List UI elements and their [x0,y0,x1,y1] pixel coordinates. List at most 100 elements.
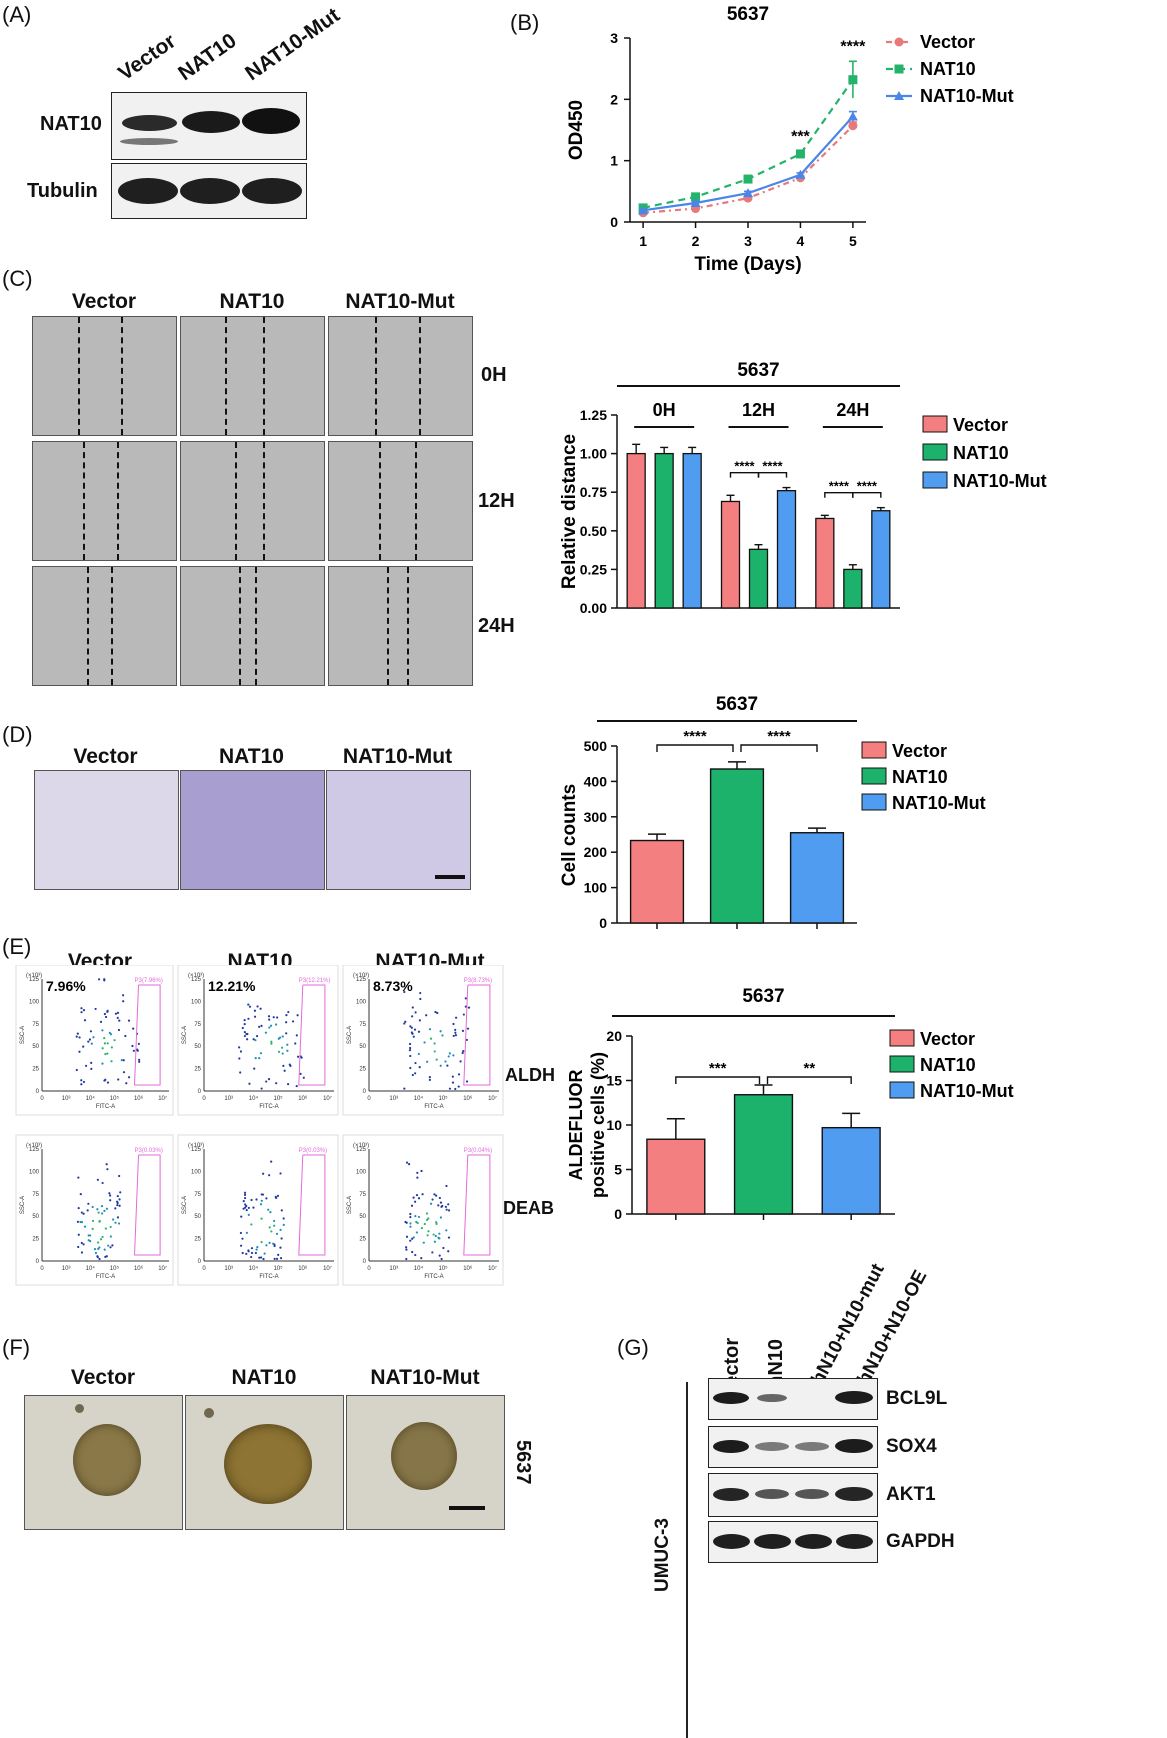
data-point [795,149,805,159]
cell-line-label: UMUC-3 [652,1518,673,1592]
bar [626,452,646,609]
x-tick-label: 3 [744,233,752,249]
y-exponent: (×10³) [353,973,369,979]
blot-tubulin [111,163,307,219]
column-header: NAT10-Mut [345,290,455,313]
legend-label: Vector [920,32,975,52]
column-header: NAT10-Mut [342,745,453,768]
bar-chart-cell-counts: 5637 0 100 200 300 400 500 **** **** Vector NAT10 N… [559,694,986,931]
y-tick-label: 0 [614,1206,622,1222]
y-tick-label: 1.00 [580,446,607,462]
blot-bcl9l [708,1378,878,1420]
x-tick-label: 0 [40,1096,44,1102]
sig-bracket [675,1076,761,1084]
y-axis-label: positive cells (%) [588,1052,608,1198]
panel-label-b: (B) [510,10,540,35]
data-point [848,75,858,85]
gate-label: P3(0.04%) [464,1148,492,1154]
group-label: 24H [836,400,869,420]
y-tick-label: 0 [36,1089,40,1095]
micrograph [328,441,473,561]
y-exponent: (×10³) [188,1143,204,1149]
flow-cytometry-grid: 0 10³ 10⁴ 10⁵ 10⁶ 10⁷0255075100125(×10³)FITC-… [15,965,504,1286]
y-exponent: (×10³) [26,1143,42,1149]
y-axis-label: SSC-A [182,1026,188,1044]
y-tick-label: 0 [198,1089,202,1095]
scatter-cloud [75,978,141,1086]
blot-row-label: Tubulin [27,180,98,202]
legend-swatch [922,443,948,461]
scatter-cloud [404,1161,451,1261]
x-tick-label: 10⁶ [298,1095,308,1102]
legend-swatch [861,767,887,785]
data-point [743,188,753,198]
scatter-cloud [76,1163,122,1261]
column-header: NAT10 [231,1366,297,1389]
micrograph [180,316,325,436]
x-tick-label: 10⁵ [439,1095,449,1102]
y-tick-label: 500 [584,738,608,754]
y-tick-label: 100 [191,999,202,1005]
gate-label: P3(7.96%) [135,978,163,984]
x-tick-label: 10⁶ [463,1095,473,1102]
y-tick-label: 25 [32,1067,39,1073]
bar [733,1094,794,1215]
panel-label-a: (A) [2,2,32,27]
y-tick-label: 125 [29,1147,40,1153]
y-tick-label: 50 [32,1214,39,1220]
panel-label-g: (G) [617,1335,649,1360]
x-tick-label: 10³ [389,1096,398,1102]
y-tick-label: 75 [359,1022,366,1028]
sig-bracket [766,1076,852,1084]
legend-label: NAT10-Mut [892,793,986,813]
y-tick-label: 50 [194,1214,201,1220]
y-axis-label: OD450 [566,100,587,160]
y-tick-label: 125 [191,1147,202,1153]
legend-swatch [861,741,887,759]
y-tick-label: 200 [584,844,608,860]
scale-bar [435,875,465,879]
x-tick-label: 10³ [62,1096,71,1102]
gate-outline [298,984,326,1086]
cell-line-label: 5637 [512,1440,534,1485]
significance-label: **** [857,479,878,494]
gate-outline [133,984,161,1086]
percent-label: 12.21% [208,978,256,994]
gate-outline [298,1154,326,1256]
y-tick-label: 0 [363,1089,367,1095]
lane-label: NAT10 [174,29,241,86]
column-header: NAT10-Mut [370,1366,480,1389]
plot-frame [342,965,504,1116]
y-tick-label: 100 [584,880,608,896]
y-tick-label: 0.25 [580,561,607,577]
legend-swatch [922,415,948,433]
significance-label: **** [767,728,791,745]
y-exponent: (×10³) [188,973,204,979]
y-axis-label: Cell counts [559,784,580,886]
blot-akt1 [708,1473,878,1517]
x-tick-label: 10⁵ [110,1265,120,1272]
bar [646,1138,706,1215]
group-label: 0H [653,400,676,420]
y-tick-label: 100 [29,999,40,1005]
percent-label: 8.73% [373,978,413,994]
blot-gapdh [708,1521,878,1563]
row-label: 0H [481,364,507,386]
blot-row-label: NAT10 [40,113,102,135]
y-tick-label: 75 [32,1022,39,1028]
panel-label-e: (E) [2,934,32,959]
gate-outline [463,984,491,1086]
y-tick-label: 50 [359,1044,366,1050]
x-tick-label: 10³ [62,1266,71,1272]
panel-label-d: (D) [2,722,33,747]
y-tick-label: 25 [32,1237,39,1243]
y-axis-label: ALDEFLUOR [566,1070,586,1181]
column-header: NAT10 [219,290,285,313]
legend-label: NAT10 [953,443,1009,463]
y-axis-label: SSC-A [20,1196,26,1214]
legend-swatch [889,1055,915,1073]
line-chart-od450: 5637 0 1 2 3 1 2 3 4 5 Time (Days) OD450 Vector NAT10… [566,4,1014,275]
bar [815,517,835,609]
